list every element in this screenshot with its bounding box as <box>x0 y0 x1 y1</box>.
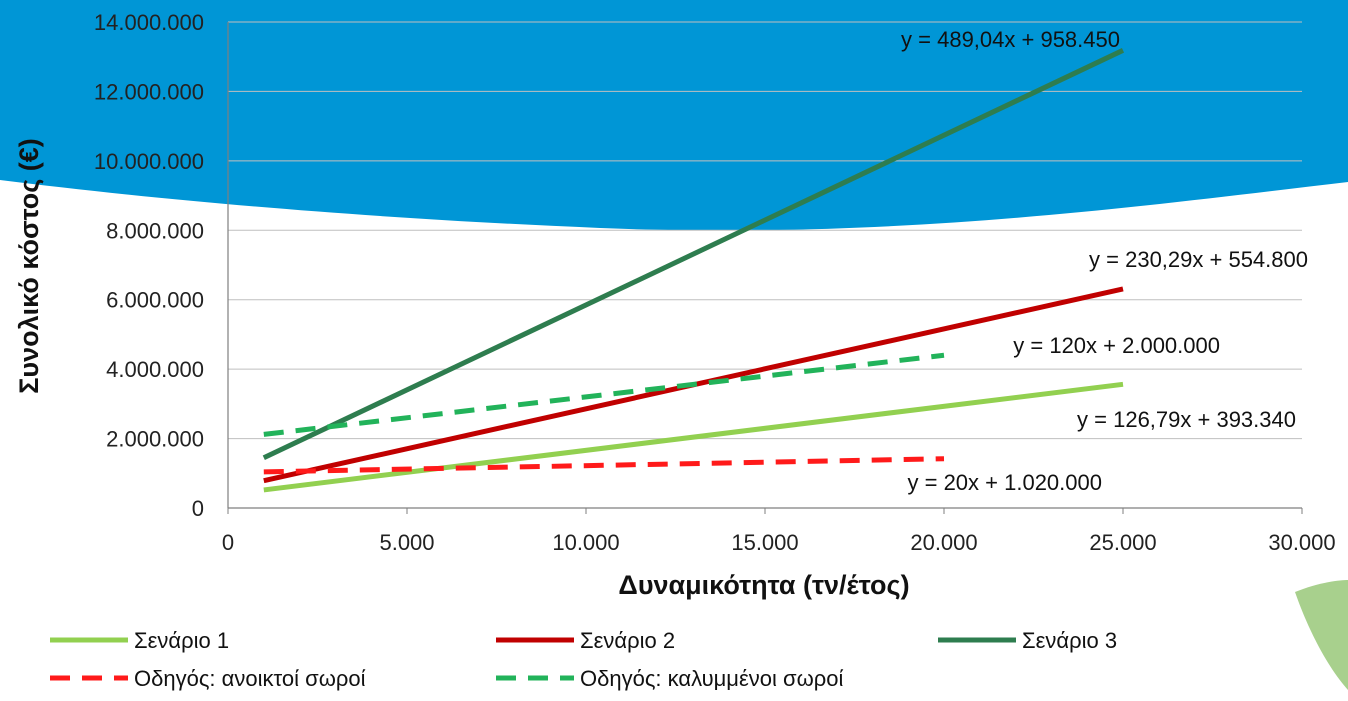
equation-label-2: y = 230,29x + 554.800 <box>1089 247 1308 272</box>
legend-label-5: Οδηγός: καλυμμένοι σωροί <box>580 666 844 691</box>
equation-label-3: y = 489,04x + 958.450 <box>901 27 1120 52</box>
tick-labels: 0 2.000.000 4.000.000 6.000.000 8.000.000 10.… <box>94 10 1336 555</box>
y-tick-label: 0 <box>192 496 204 521</box>
y-tick-label: 14.000.000 <box>94 10 204 35</box>
background-blue-shape <box>0 0 1348 231</box>
y-tick-label: 10.000.000 <box>94 149 204 174</box>
legend-label-2: Σενάριο 2 <box>580 628 675 653</box>
series-line-1 <box>263 381 1124 493</box>
equation-label-5: y = 120x + 2.000.000 <box>1013 333 1220 358</box>
equation-label-1: y = 126,79x + 393.340 <box>1077 407 1296 432</box>
y-tick-label: 8.000.000 <box>106 218 204 243</box>
equation-label-4: y = 20x + 1.020.000 <box>908 470 1103 495</box>
x-tick-label: 10.000 <box>552 530 619 555</box>
x-tick-label: 25.000 <box>1089 530 1156 555</box>
y-tick-label: 6.000.000 <box>106 288 204 313</box>
legend-label-3: Σενάριο 3 <box>1022 628 1117 653</box>
x-tick-label: 5.000 <box>379 530 434 555</box>
legend: Σενάριο 1 Σενάριο 2 Σενάριο 3 Οδηγός: ανοικ… <box>50 628 1117 691</box>
series-line-4 <box>263 456 945 475</box>
series-line-3 <box>262 48 1125 461</box>
series-line-5 <box>263 352 945 437</box>
background-green-shape <box>1295 580 1348 690</box>
y-tick-label: 12.000.000 <box>94 79 204 104</box>
x-tick-label: 15.000 <box>731 530 798 555</box>
equation-labels: y = 126,79x + 393.340 y = 230,29x + 554.8… <box>901 27 1308 495</box>
y-tick-label: 2.000.000 <box>106 427 204 452</box>
legend-label-4: Οδηγός: ανοικτοί σωροί <box>134 666 366 691</box>
y-axis-title: Συνολικό κόστος (€) <box>14 138 44 394</box>
x-tick-label: 20.000 <box>910 530 977 555</box>
legend-label-1: Σενάριο 1 <box>134 628 229 653</box>
series-lines <box>262 48 1125 493</box>
x-tick-label: 30.000 <box>1268 530 1335 555</box>
x-tick-label: 0 <box>222 530 234 555</box>
axes <box>227 22 1303 514</box>
y-tick-label: 4.000.000 <box>106 357 204 382</box>
x-axis-title: Δυναμικότητα (τν/έτος) <box>618 570 909 600</box>
